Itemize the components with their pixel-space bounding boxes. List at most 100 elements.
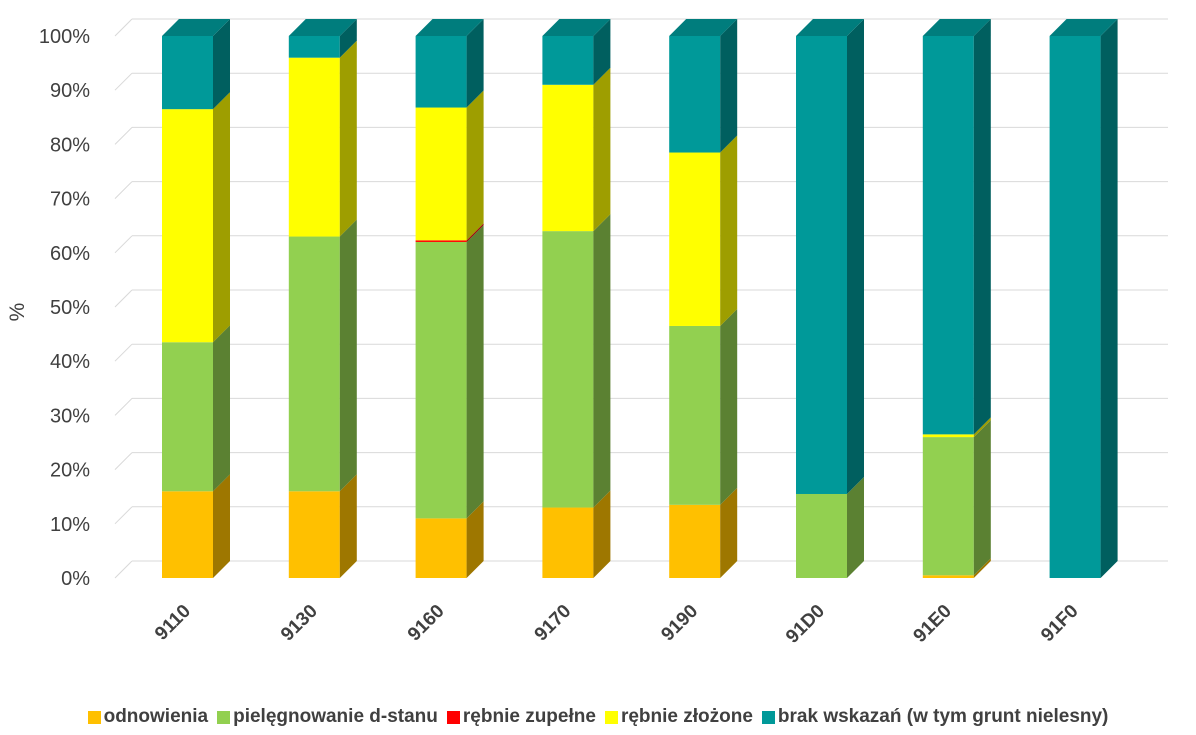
x-category-label: 9110 xyxy=(151,601,195,645)
bar-segment-front xyxy=(542,84,594,232)
bar-segment-front xyxy=(542,507,594,578)
bar-segment-side xyxy=(466,501,484,578)
legend-swatch xyxy=(604,710,618,724)
legend: odnowienia pielęgnowanie d-stanu rębnie zu… xyxy=(0,706,1196,728)
bar-segment-front xyxy=(796,493,847,578)
gridline-diagonal xyxy=(114,181,133,199)
bar-segment-side xyxy=(973,558,991,578)
legend-label: rębnie zupełne xyxy=(462,706,596,727)
bar-segment-side xyxy=(213,325,230,492)
bar-segment-side xyxy=(213,92,230,343)
legend-label: brak wskazań (w tym grunt nielesny) xyxy=(777,706,1109,727)
bar-segment-front xyxy=(669,36,721,153)
bar-segment-side xyxy=(213,19,230,110)
bar-top-face xyxy=(162,19,230,36)
x-category-label: 91D0 xyxy=(782,601,829,648)
bar-segment-side xyxy=(720,308,738,505)
bar-segment-front xyxy=(162,36,213,110)
bar-segment-side xyxy=(1100,19,1118,578)
y-tick-label: 0% xyxy=(61,568,90,590)
legend-label: rębnie złożone xyxy=(620,706,753,727)
y-tick-label: 20% xyxy=(50,460,90,482)
y-tick-label: 100% xyxy=(39,26,90,48)
bar-segment-front xyxy=(162,109,213,343)
bar-top-face xyxy=(669,19,738,36)
bar-segment-side xyxy=(593,19,611,85)
gridline-diagonal xyxy=(114,18,133,37)
x-category-label: 9160 xyxy=(404,601,449,646)
bar-segment-side xyxy=(973,19,991,435)
bar-segment-front xyxy=(415,36,467,108)
gridlines xyxy=(114,18,1168,579)
bar-segment-front xyxy=(162,491,213,578)
bar-segment-side xyxy=(973,420,991,576)
bar-segment-front xyxy=(1049,36,1101,578)
y-tick-label: 60% xyxy=(50,243,90,265)
y-axis-ticks: 0% 10% 20% 30% 40% 50% 60% 70% 80% 90% 100% xyxy=(39,26,90,590)
gridline-diagonal xyxy=(114,560,133,579)
bar-segment-front xyxy=(415,240,467,242)
x-category-label: 9170 xyxy=(531,601,576,646)
bar-segment-front xyxy=(669,325,721,505)
bar-segment-front xyxy=(669,152,721,326)
bar-segment-side xyxy=(973,417,991,438)
bar-segment-side xyxy=(593,214,611,508)
bar-segment-front xyxy=(542,36,594,85)
y-tick-label: 40% xyxy=(50,351,90,373)
bar-segment-side xyxy=(720,19,738,153)
bar-segment-front xyxy=(922,434,974,438)
bar-segment-front xyxy=(415,241,467,519)
bar-segment-front xyxy=(288,57,340,237)
gridline-diagonal xyxy=(114,343,133,362)
x-axis-categories: 9110 9130 9160 9170 9190 91D0 91E0 91F0 xyxy=(151,601,1083,648)
bar-top-face xyxy=(542,19,611,36)
bar-top-face xyxy=(288,19,357,36)
bar-segment-front xyxy=(288,491,340,578)
gridline-diagonal xyxy=(114,506,133,525)
bar-segment-front xyxy=(669,504,721,578)
bar-top-face xyxy=(922,19,991,36)
gridline-diagonal xyxy=(114,398,133,416)
bar-segment-front xyxy=(796,36,847,494)
bar-segment-front xyxy=(288,236,340,492)
bar-segment-side xyxy=(339,40,357,237)
bar-segment-side xyxy=(466,223,484,242)
x-category-label: 9190 xyxy=(657,601,702,646)
bar-segment-front xyxy=(162,342,213,492)
bar-segment-side xyxy=(847,19,864,494)
legend-label: pielęgnowanie d-stanu xyxy=(233,706,438,727)
legend-item: rębnie zupełne xyxy=(446,706,596,728)
legend-swatch xyxy=(761,710,775,724)
stacked-bar-chart: 0%10%20%30%40%50%60%70%80%90%100% 9110 91… xyxy=(6,18,1168,648)
legend-swatch xyxy=(217,710,231,724)
legend-item: rębnie złożone xyxy=(604,706,753,728)
bars xyxy=(162,19,1118,578)
legend-item: pielęgnowanie d-stanu xyxy=(217,706,438,728)
y-tick-label: 70% xyxy=(50,189,90,211)
bar-segment-front xyxy=(542,231,594,508)
y-axis-label: % xyxy=(6,303,29,322)
y-tick-label: 30% xyxy=(50,405,90,427)
bar-segment-front xyxy=(415,107,467,241)
bar-segment-front xyxy=(922,36,974,435)
legend-swatch xyxy=(87,710,101,724)
bar-segment-side xyxy=(466,90,484,241)
bar-segment-side xyxy=(339,474,357,578)
bar-top-face xyxy=(415,19,484,36)
gridline-diagonal xyxy=(114,452,133,470)
bar-segment-side xyxy=(213,474,230,578)
x-category-label: 9130 xyxy=(277,601,322,646)
bar-segment-front xyxy=(922,575,974,578)
legend-item: odnowienia xyxy=(87,706,208,728)
gridline-diagonal xyxy=(114,235,133,254)
bar-segment-side xyxy=(593,67,611,232)
bar-segment-side xyxy=(339,219,357,492)
y-tick-label: 50% xyxy=(50,297,90,319)
y-tick-label: 80% xyxy=(50,134,90,156)
bar-top-face xyxy=(1049,19,1118,36)
bar-top-face xyxy=(796,19,864,36)
x-category-label: 91E0 xyxy=(910,601,956,647)
gridline-diagonal xyxy=(114,127,133,145)
legend-swatch xyxy=(446,710,460,724)
bar-segment-side xyxy=(466,224,484,519)
